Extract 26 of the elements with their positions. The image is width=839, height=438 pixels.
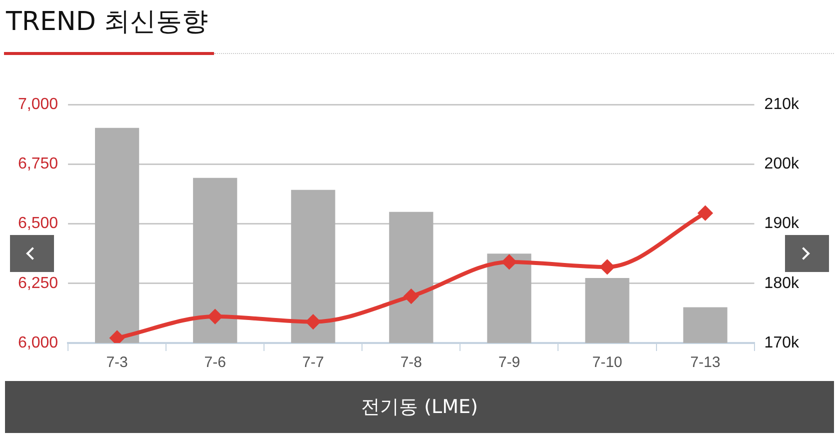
point xyxy=(698,206,712,220)
point xyxy=(110,330,124,343)
y-tick-label: 6,750 xyxy=(18,156,58,173)
y-tick-label: 6,500 xyxy=(18,215,58,232)
x-tick-label: 7-8 xyxy=(400,354,422,372)
y2-tick-label: 200k xyxy=(764,156,800,173)
y-tick-label: 7,000 xyxy=(18,96,58,114)
point xyxy=(404,289,418,304)
point xyxy=(600,260,614,274)
x-tick-label: 7-3 xyxy=(106,354,128,372)
x-tick-label: 7-9 xyxy=(498,354,520,372)
x-tick-label: 7-10 xyxy=(592,354,622,372)
point xyxy=(306,314,320,329)
y2-tick-label: 190k xyxy=(764,215,800,232)
y2-tick-label: 170k xyxy=(764,334,800,352)
y2-tick-label: 180k xyxy=(764,274,800,292)
y-tick-label: 6,000 xyxy=(18,334,58,352)
chart-title: TREND 최신동향 xyxy=(6,6,208,39)
x-axis-title: 전기동 (LME) xyxy=(5,381,834,433)
x-tick-label: 7-13 xyxy=(690,354,720,372)
x-tick-label: 7-6 xyxy=(204,354,226,372)
x-tick-label: 7-7 xyxy=(302,354,324,372)
point xyxy=(502,254,516,269)
y-tick-label: 6,250 xyxy=(18,274,58,292)
point xyxy=(208,310,222,324)
y2-tick-label: 210k xyxy=(764,96,800,114)
